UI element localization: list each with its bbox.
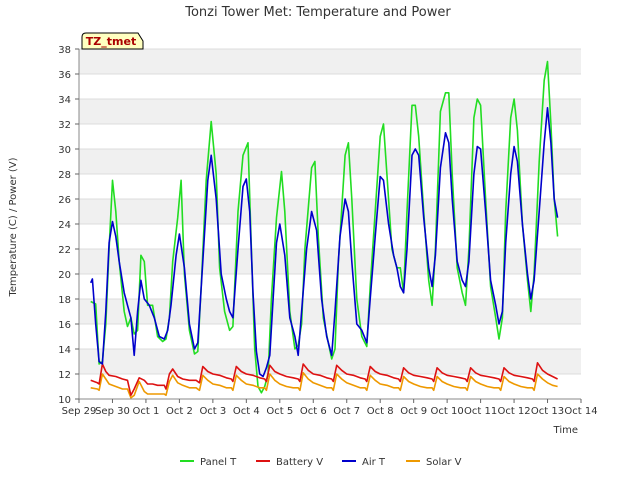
x-tick-label: Oct 5 [266,406,293,417]
y-tick-label: 20 [58,270,71,281]
plot-band [79,99,581,124]
y-tick-label: 22 [58,245,71,256]
legend-label-panel-t: Panel T [200,457,237,468]
y-tick-label: 38 [58,45,71,56]
plot-band [79,49,581,74]
plot-band [79,149,581,174]
series-layer [89,60,559,399]
chart-title: Tonzi Tower Met: Temperature and Power [184,5,451,20]
x-tick-label: Oct 2 [166,406,193,417]
x-tick-label: Oct 9 [400,406,427,417]
y-tick-label: 26 [58,195,71,206]
x-tick-label: Oct 12 [497,406,530,417]
y-tick-label: 32 [58,120,71,131]
legend: Panel T Battery V Air T Solar V [180,457,462,468]
x-tick-label: Oct 8 [367,406,394,417]
x-tick-label: Sep 30 [95,406,130,417]
y-tick-label: 24 [58,220,71,231]
x-tick-label: Oct 4 [233,406,260,417]
y-tick-label: 36 [58,70,71,81]
y-axis-ticks: 10 12 14 16 18 20 22 24 26 28 30 32 34 36 38 [58,45,79,406]
x-tick-label: Oct 14 [564,406,597,417]
x-tick-label: Oct 11 [464,406,497,417]
x-tick-label: Oct 7 [333,406,360,417]
plot-band [79,249,581,274]
x-tick-label: Oct 6 [300,406,327,417]
station-badge: TZ_tmet [81,32,144,50]
y-tick-label: 30 [58,145,71,156]
station-badge-label: TZ_tmet [86,35,136,48]
legend-label-air-t: Air T [362,457,386,468]
x-tick-label: Oct 1 [133,406,160,417]
series-line-air-t [89,107,559,378]
y-tick-label: 34 [58,95,71,106]
y-tick-label: 16 [58,320,71,331]
x-tick-label: Oct 3 [199,406,226,417]
legend-label-solar-v: Solar V [426,457,462,468]
y-axis-label: Temperature (C) / Power (V) [8,157,19,297]
series-line-solar-v [90,372,558,399]
y-tick-label: 14 [58,345,71,356]
plot-band [79,199,581,224]
x-tick-label: Oct 13 [531,406,564,417]
x-tick-label: Oct 10 [431,406,464,417]
y-tick-label: 10 [58,395,71,406]
x-tick-label: Sep 29 [62,406,97,417]
series-line-battery-v [90,362,558,397]
y-tick-label: 28 [58,170,71,181]
x-axis-label: Time [553,425,578,436]
y-tick-label: 12 [58,370,71,381]
y-tick-label: 18 [58,295,71,306]
plot-bands [79,49,581,374]
legend-label-battery-v: Battery V [276,457,323,468]
